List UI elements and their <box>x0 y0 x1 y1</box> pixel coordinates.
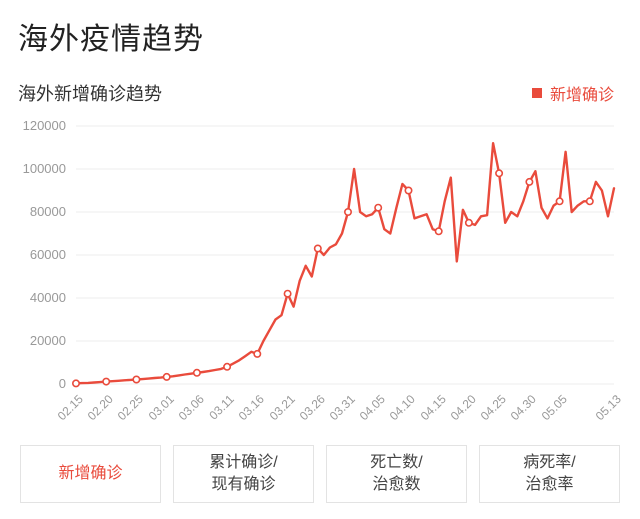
page: 海外疫情趋势 海外新增确诊趋势 新增确诊 0 20000 40000 60000 800… <box>0 0 640 519</box>
tab-button[interactable]: 累计确诊/现有确诊 <box>173 445 314 503</box>
x-axis-label: 05.13 <box>586 392 624 430</box>
x-axis-label: 04.15 <box>410 392 448 430</box>
legend-label: 新增确诊 <box>550 81 614 105</box>
tab-label-line1: 死亡数/ <box>370 452 422 474</box>
tab-button[interactable]: 病死率/治愈率 <box>479 445 620 503</box>
x-axis-label: 03.06 <box>169 392 207 430</box>
chart-plot <box>76 126 614 384</box>
tab-label-line2: 治愈数 <box>372 474 420 496</box>
series-line <box>76 143 614 383</box>
x-axis-label: 03.26 <box>290 392 328 430</box>
x-axis-label: 04.30 <box>501 392 539 430</box>
page-title: 海外疫情趋势 <box>18 14 622 58</box>
series-marker <box>375 205 381 211</box>
x-axis-label: 04.10 <box>380 392 418 430</box>
tab-label-line2: 治愈率 <box>525 474 573 496</box>
series-marker <box>254 351 260 357</box>
x-axis-label: 03.16 <box>229 392 267 430</box>
series-marker <box>436 228 442 234</box>
series-marker <box>526 179 532 185</box>
y-axis-label: 100000 <box>18 161 66 176</box>
series-marker <box>133 376 139 382</box>
series-marker <box>345 209 351 215</box>
series-marker <box>405 187 411 193</box>
series-marker <box>587 198 593 204</box>
y-axis-label: 40000 <box>18 290 66 305</box>
tab-button[interactable]: 新增确诊 <box>20 445 161 503</box>
series-marker <box>103 378 109 384</box>
x-axis-label: 03.31 <box>320 392 358 430</box>
series-marker <box>224 364 230 370</box>
legend: 新增确诊 <box>532 81 614 105</box>
tab-button[interactable]: 死亡数/治愈数 <box>326 445 467 503</box>
series-marker <box>284 291 290 297</box>
x-axis-label: 02.15 <box>48 392 86 430</box>
series-marker <box>556 198 562 204</box>
x-axis-label: 02.25 <box>108 392 146 430</box>
chart-svg <box>76 126 614 384</box>
y-axis-label: 80000 <box>18 204 66 219</box>
y-axis-label: 120000 <box>18 118 66 133</box>
x-axis-label: 03.11 <box>199 392 237 430</box>
series-marker <box>164 374 170 380</box>
x-axis-label: 02.20 <box>78 392 116 430</box>
tab-label-line1: 新增确诊 <box>58 463 122 485</box>
tab-label-line1: 病死率/ <box>523 452 575 474</box>
x-axis-label: 03.01 <box>138 392 176 430</box>
legend-swatch-icon <box>532 88 542 98</box>
y-axis-label: 60000 <box>18 247 66 262</box>
chart-subtitle: 海外新增确诊趋势 <box>18 80 162 106</box>
series-marker <box>194 370 200 376</box>
series-marker <box>73 380 79 386</box>
y-axis-label: 20000 <box>18 333 66 348</box>
x-axis-label: 05.05 <box>531 392 569 430</box>
tab-label-line1: 累计确诊/ <box>209 452 277 474</box>
series-marker <box>496 170 502 176</box>
y-axis-label: 0 <box>18 376 66 391</box>
x-axis-label: 04.05 <box>350 392 388 430</box>
chart-area: 02000040000600008000010000012000002.1502… <box>18 120 622 435</box>
x-axis-label: 04.20 <box>441 392 479 430</box>
x-axis-label: 04.25 <box>471 392 509 430</box>
series-marker <box>315 245 321 251</box>
subtitle-row: 海外新增确诊趋势 新增确诊 <box>18 80 622 106</box>
tab-label-line2: 现有确诊 <box>211 474 275 496</box>
x-axis-label: 03.21 <box>259 392 297 430</box>
tab-bar: 新增确诊累计确诊/现有确诊死亡数/治愈数病死率/治愈率 <box>18 435 622 519</box>
series-marker <box>466 220 472 226</box>
